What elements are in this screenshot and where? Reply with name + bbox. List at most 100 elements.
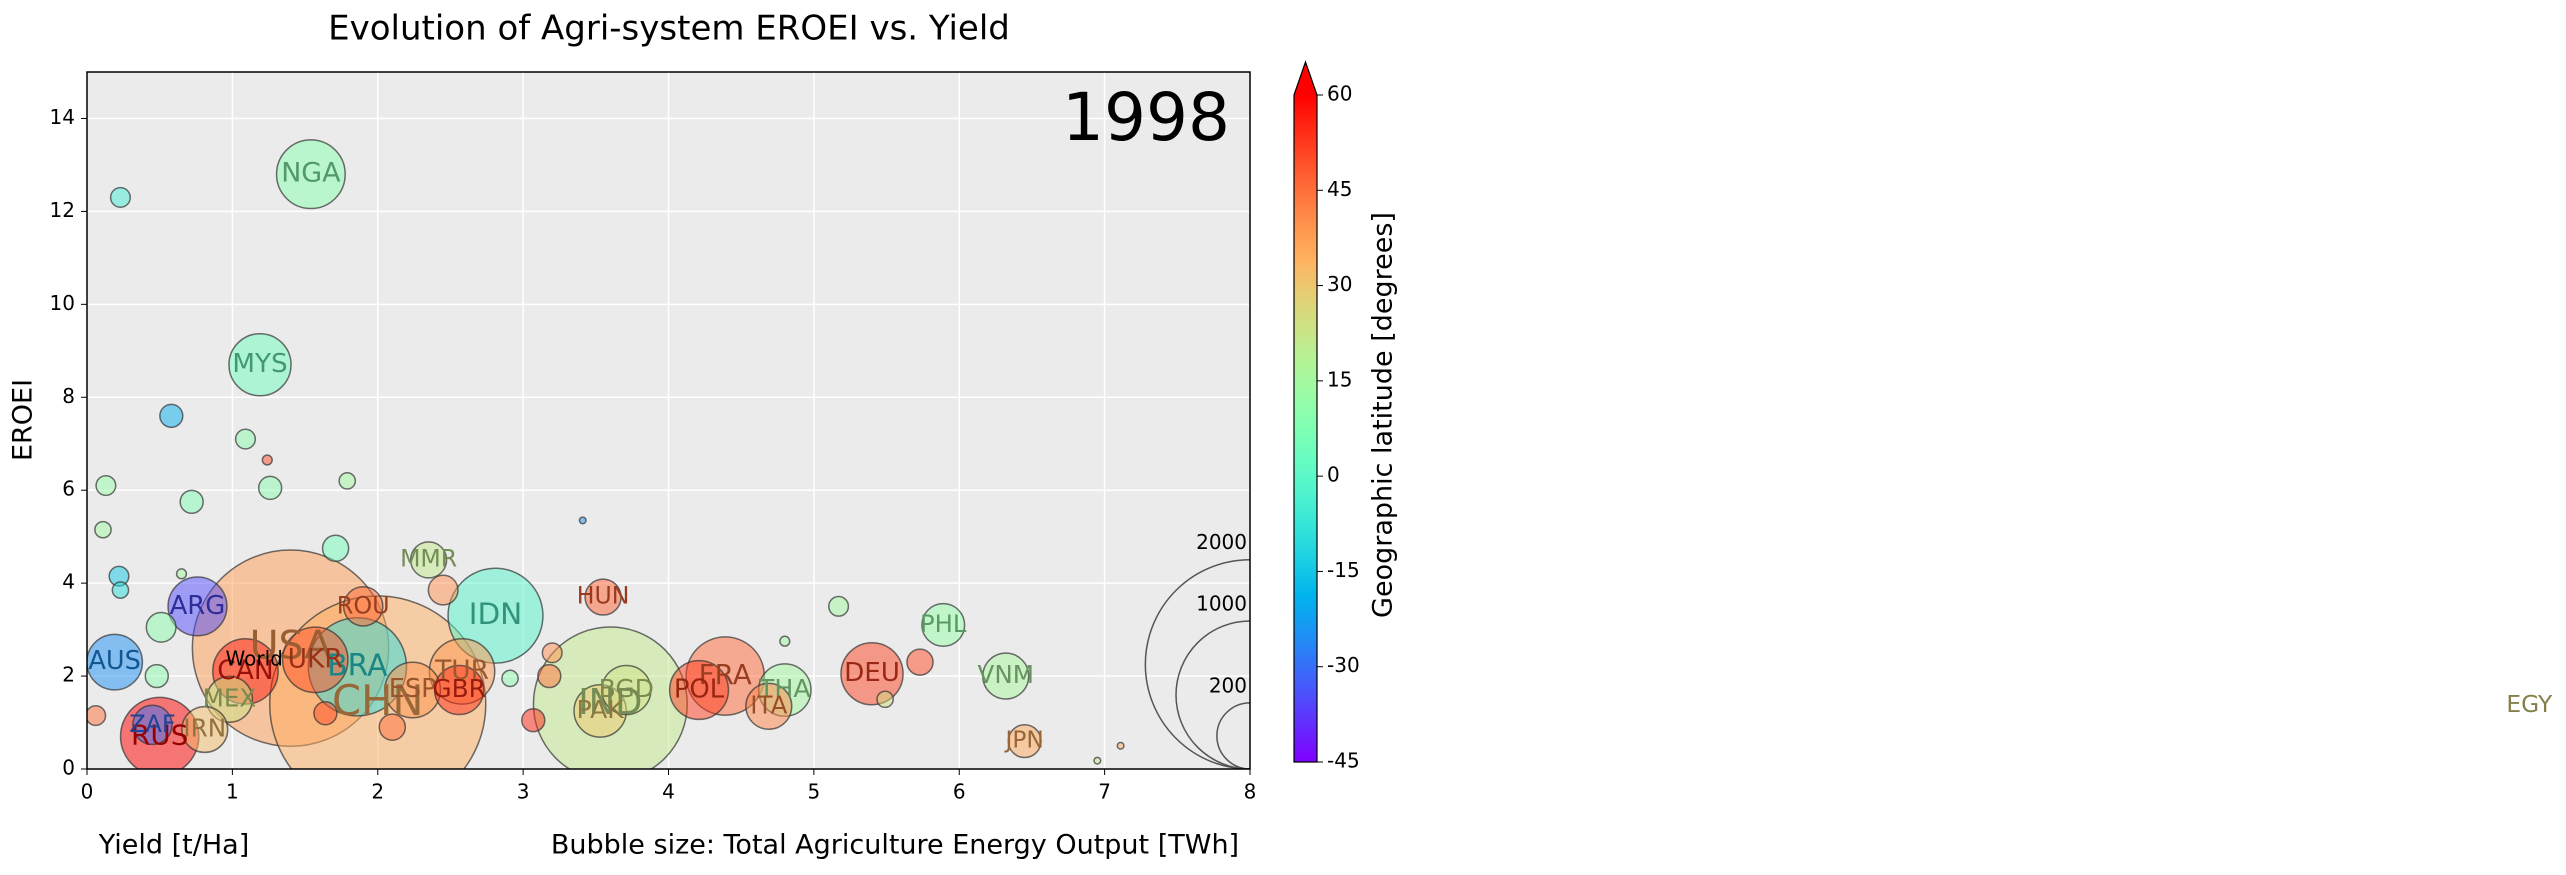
country-label: THA [758, 674, 811, 703]
x-axis-label: Yield [t/Ha] [98, 830, 249, 861]
bubble [906, 648, 934, 676]
x-tick-label: 7 [1098, 780, 1111, 804]
bubble [433, 664, 485, 716]
bubble [144, 663, 169, 689]
country-label: World [226, 646, 283, 670]
bubble [261, 454, 273, 466]
size-label: Bubble size: Total Agriculture Energy Ou… [551, 830, 1239, 861]
bubble [427, 574, 459, 606]
year-label: 1998 [1062, 79, 1230, 156]
y-tick-label: 8 [62, 384, 75, 408]
country-label: ROU [337, 591, 390, 619]
bubble [111, 581, 130, 599]
country-label: MEX [203, 683, 257, 712]
bubble [1093, 756, 1102, 765]
bubble [501, 669, 519, 688]
country-label: ARG [170, 591, 226, 621]
bubble [779, 635, 791, 647]
bubble [982, 652, 1030, 700]
chart-title: Evolution of Agri-system EROEI vs. Yield [328, 9, 1010, 49]
bubble [95, 474, 117, 497]
size-legend-circle [1144, 558, 1250, 769]
country-label: PHL [920, 609, 967, 638]
bubble [257, 475, 283, 501]
size-legend-label: 2000 [1196, 530, 1247, 554]
bubble [1007, 723, 1042, 759]
country-label: BGD [599, 674, 654, 703]
y-tick-label: 10 [50, 291, 75, 315]
x-tick-label: 2 [371, 780, 384, 804]
bubble [145, 611, 177, 643]
country-label: BRA [327, 648, 388, 683]
bubble [601, 664, 652, 716]
country-label: MMR [400, 544, 457, 572]
country-label: FRA [699, 658, 752, 691]
bubble [521, 707, 546, 733]
y-tick-label: 6 [62, 477, 75, 501]
country-label: TUR [434, 655, 489, 686]
bubble [159, 403, 184, 429]
colorbar-tick-label: -30 [1327, 653, 1360, 677]
country-label: ZAF [129, 710, 175, 738]
bubble [541, 642, 563, 664]
x-tick-label: 1 [226, 780, 239, 804]
country-label: PAK [577, 695, 626, 724]
country-label: IND [578, 682, 642, 723]
y-tick-label: 14 [50, 105, 75, 129]
colorbar-tick-label: 60 [1327, 82, 1352, 106]
bubble [175, 568, 188, 580]
bubble [132, 704, 173, 746]
bubble [313, 701, 338, 726]
size-legend-label: 200 [1209, 673, 1247, 697]
country-label: DEU [844, 658, 900, 688]
y-tick-label: 12 [50, 198, 75, 222]
bubble [668, 659, 730, 721]
bubble [745, 682, 793, 730]
country-label: CAN [217, 655, 273, 686]
bubble [87, 704, 107, 727]
country-label: GBR [432, 674, 486, 703]
colorbar-extend [1294, 62, 1317, 95]
country-label: ESP [389, 674, 437, 704]
x-tick-label: 5 [808, 780, 821, 804]
country-label: EGY [2506, 691, 2553, 718]
x-tick-label: 0 [81, 780, 94, 804]
y-tick-label: 4 [62, 570, 75, 594]
y-tick-label: 2 [62, 663, 75, 687]
y-tick-label: 0 [62, 756, 75, 780]
country-label: MYS [232, 349, 287, 379]
country-label: NGA [281, 158, 341, 189]
colorbar-tick-label: 45 [1327, 177, 1352, 201]
bubble [321, 534, 350, 563]
colorbar-tick-label: 30 [1327, 272, 1352, 296]
size-legend-label: 1000 [1196, 592, 1247, 616]
bubble [338, 472, 357, 490]
x-tick-label: 8 [1244, 780, 1257, 804]
colorbar-tick-label: -45 [1327, 749, 1360, 773]
country-label: CHN [332, 676, 423, 725]
bubble [876, 690, 894, 709]
country-label: UKR [288, 643, 343, 674]
bubble [87, 633, 144, 691]
bubble [167, 576, 228, 637]
country-label: AUS [88, 646, 141, 676]
bubble [94, 520, 112, 539]
bubble [228, 332, 292, 397]
x-tick-label: 3 [517, 780, 530, 804]
country-label: HUN [577, 582, 630, 610]
colorbar-tick-label: 15 [1327, 367, 1352, 391]
bubble [537, 663, 562, 689]
colorbar-tick-label: -15 [1327, 558, 1360, 582]
colorbar-label: Geographic latitude [degrees] [1368, 212, 1399, 618]
country-label: VNM [978, 660, 1034, 689]
y-axis-label: EROEI [8, 379, 39, 461]
bubble [828, 595, 850, 617]
bubble [109, 186, 132, 209]
bubble [840, 641, 904, 706]
bubble [342, 586, 384, 627]
country-label: JPN [1003, 727, 1043, 754]
country-label: RUS [131, 718, 188, 751]
x-tick-label: 4 [662, 780, 675, 804]
country-label: IRN [183, 714, 226, 743]
colorbar-frame [1293, 60, 1318, 763]
